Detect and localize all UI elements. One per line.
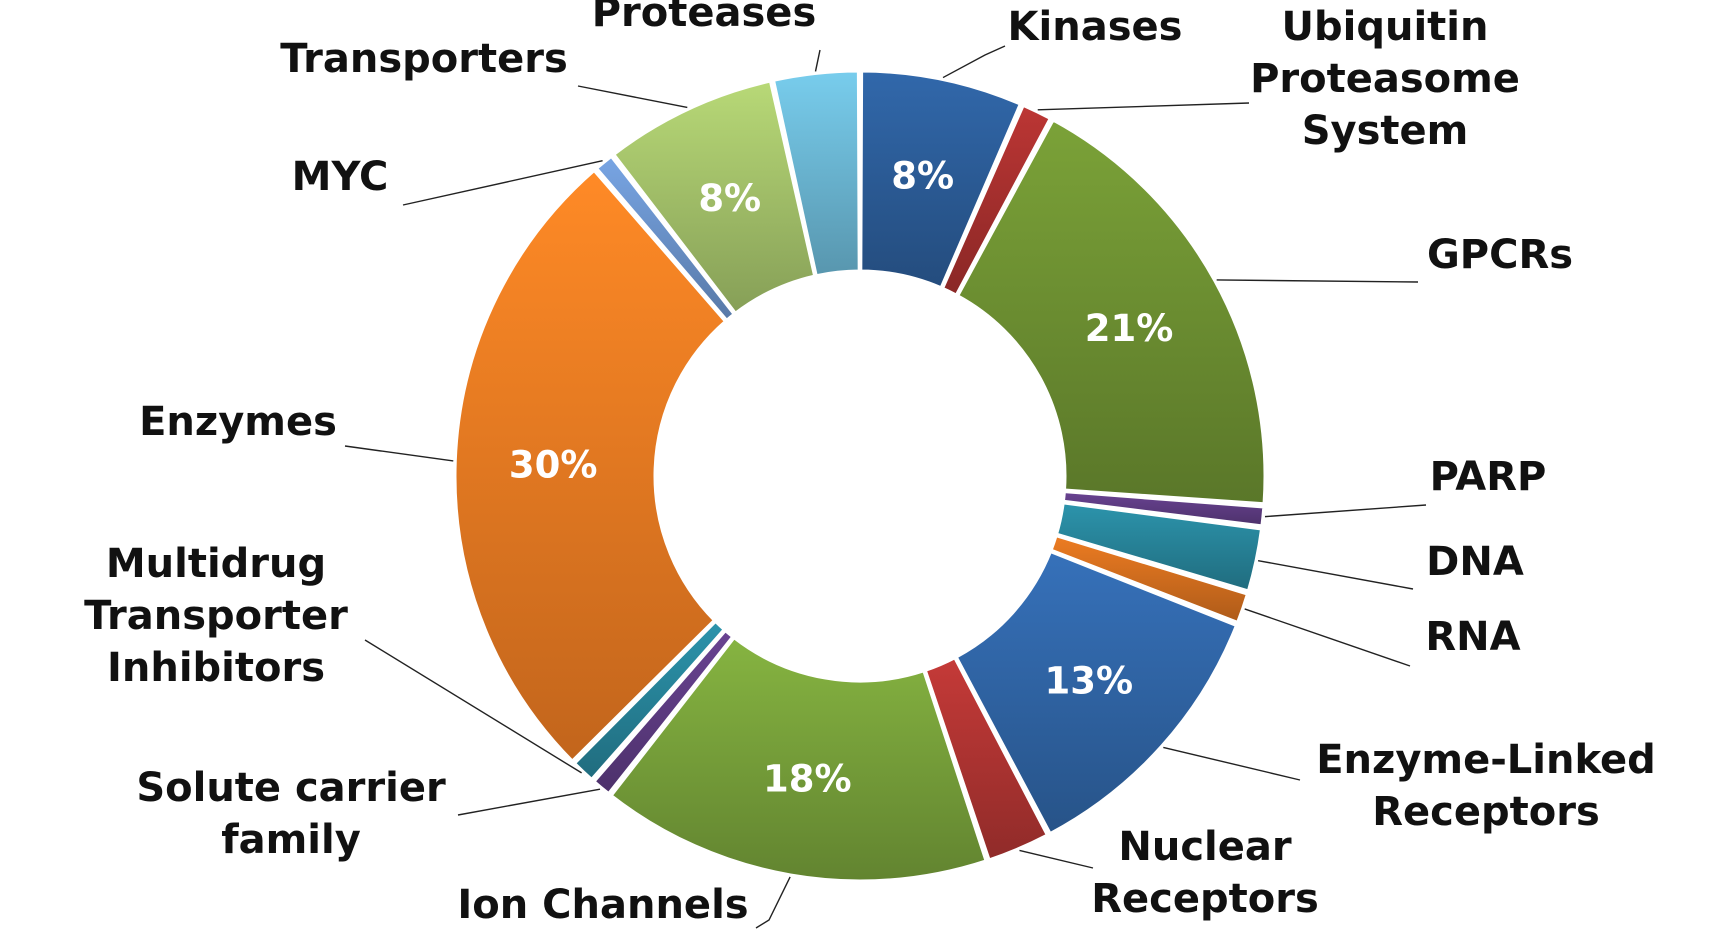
leader-line-nuclear-receptors (1019, 849, 1094, 869)
category-label-myc: MYC (292, 154, 389, 200)
category-label-parp: PARP (1430, 454, 1547, 500)
leader-line-parp (1264, 504, 1427, 518)
category-label-ion-channels: Ion Channels (457, 882, 748, 928)
pct-label-enzyme-linked-receptors: 13% (1045, 660, 1134, 703)
category-label-transporters: Transporters (280, 36, 568, 82)
category-label-rna: RNA (1425, 614, 1520, 660)
pct-label-gpcrs: 21% (1085, 307, 1174, 350)
slice-enzymes (453, 168, 728, 764)
slice-dna (1054, 501, 1264, 593)
category-label-gpcrs: GPCRs (1427, 232, 1573, 278)
category-label-enzyme-linked-receptors: Enzyme-Linked Receptors (1316, 737, 1656, 835)
slice-myc (594, 154, 737, 323)
leader-line-ion-channels (755, 876, 791, 929)
slice-ubiquitin-proteasome-system (940, 103, 1053, 298)
category-label-proteases: Proteases (592, 0, 817, 36)
slice-gpcrs (955, 117, 1267, 506)
slice-parp (1061, 490, 1266, 528)
leader-line-enzyme-linked-receptors (1163, 746, 1301, 781)
category-label-kinases: Kinases (1008, 4, 1183, 50)
slice-kinases (859, 69, 1023, 290)
leader-line-rna (1244, 608, 1411, 667)
leader-line-solute-carrier-family (457, 788, 601, 816)
category-label-ubiquitin-proteasome-system: Ubiquitin Proteasome System (1250, 4, 1520, 154)
leader-line-multidrug-transporter-inhibitors (364, 639, 582, 774)
leader-line-dna (1257, 559, 1414, 590)
pct-label-kinases: 8% (891, 154, 954, 197)
pct-label-transporters: 8% (698, 177, 761, 220)
leader-line-kinases (942, 45, 1006, 79)
slice-nuclear-receptors (923, 655, 1050, 862)
category-label-solute-carrier-family: Solute carrier family (136, 765, 446, 863)
slice-multidrug-transporter-inhibitors (572, 619, 727, 782)
slice-solute-carrier-family (591, 628, 735, 796)
leader-line-proteases (814, 49, 821, 72)
category-label-multidrug-transporter-inhibitors: Multidrug Transporter Inhibitors (84, 541, 348, 691)
pct-label-ion-channels: 18% (763, 757, 852, 800)
leader-line-myc (402, 160, 603, 206)
pct-label-enzymes: 30% (509, 444, 598, 487)
slice-rna (1049, 533, 1250, 625)
slice-enzyme-linked-receptors (954, 549, 1239, 836)
leader-line-transporters (577, 85, 688, 109)
leader-line-enzymes (344, 445, 454, 462)
category-label-nuclear-receptors: Nuclear Receptors (1091, 824, 1319, 922)
leader-line-gpcrs (1216, 279, 1419, 283)
category-label-dna: DNA (1426, 539, 1524, 585)
slice-transporters (611, 79, 817, 316)
category-label-enzymes: Enzymes (139, 399, 337, 445)
slice-proteases (771, 69, 861, 278)
slice-ion-channels (609, 635, 988, 883)
leader-line-ubiquitin-proteasome-system (1037, 102, 1250, 111)
